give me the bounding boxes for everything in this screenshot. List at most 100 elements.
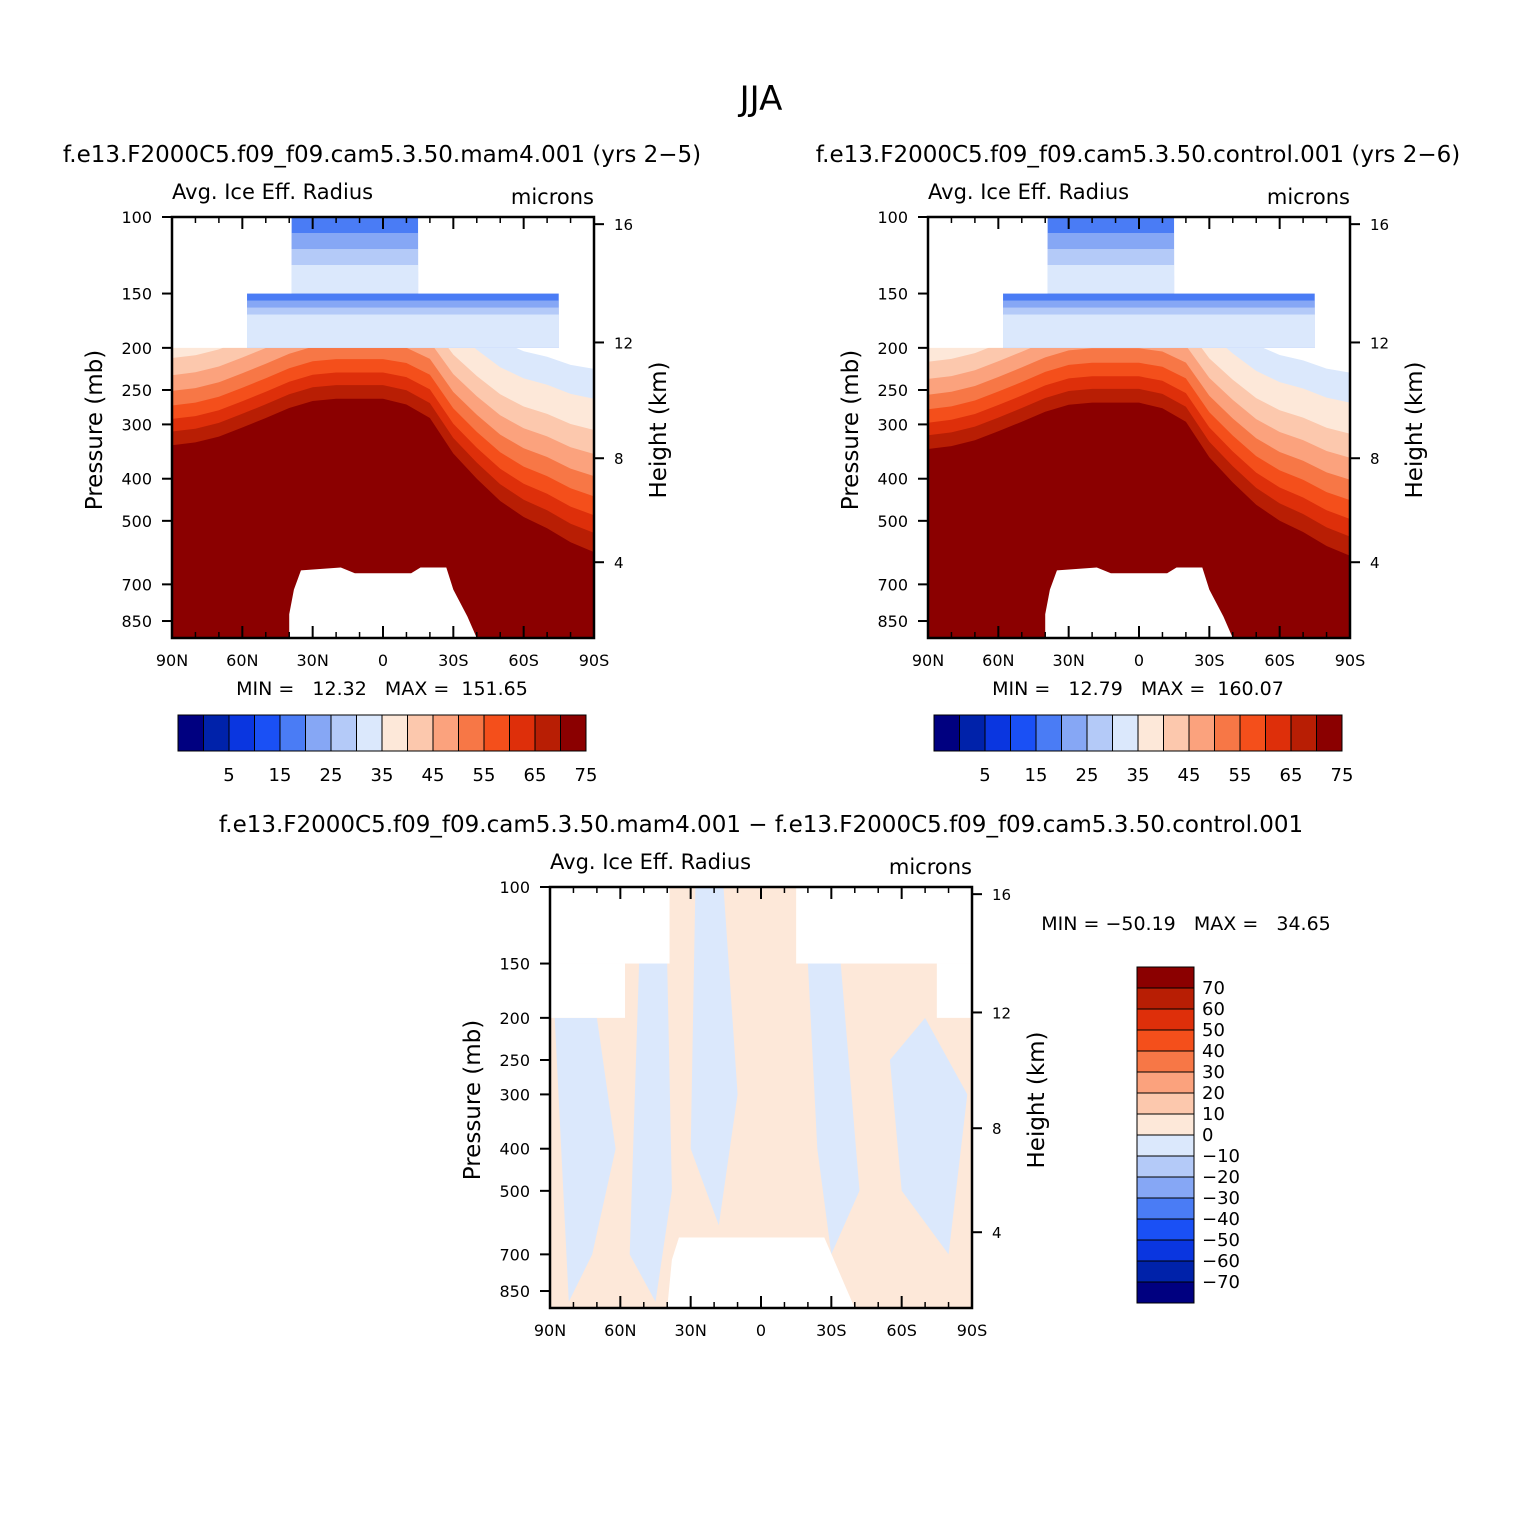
y-tick-label: 100: [877, 208, 908, 227]
colorbar-swatch: [1136, 1155, 1195, 1178]
min-max-text: MIN = 12.79 MAX = 160.07: [992, 678, 1284, 700]
colorbar-label: 70: [1202, 978, 1225, 999]
y-tick-label: 500: [121, 512, 152, 531]
x-tick-label: 90N: [534, 1321, 566, 1340]
min-max-text: MIN = 12.32 MAX = 151.65: [236, 678, 528, 700]
variable-label: Avg. Ice Eff. Radius: [172, 180, 373, 204]
y-tick-label: 700: [499, 1245, 530, 1264]
x-tick-label: 60S: [1264, 651, 1295, 670]
y-tick-label: 300: [121, 415, 152, 434]
colorbar-label: −10: [1202, 1146, 1240, 1167]
y-tick-label: 100: [499, 878, 530, 897]
missing-region: [550, 887, 670, 964]
contour-field: [550, 887, 972, 1308]
x-tick-label: 30N: [297, 651, 329, 670]
contour-band: [291, 265, 419, 294]
colorbar-swatch: [1086, 714, 1113, 752]
colorbar-swatch: [534, 714, 561, 752]
colorbar-swatch: [1290, 714, 1317, 752]
colorbar-label: 5: [979, 765, 990, 786]
x-tick-label: 60N: [604, 1321, 636, 1340]
colorbar-swatch: [1136, 1218, 1195, 1241]
colorbar-swatch: [1265, 714, 1292, 752]
colorbar-swatch: [1136, 1029, 1195, 1052]
contour-band: [1003, 314, 1315, 348]
colorbar-swatch: [381, 714, 408, 752]
colorbar-swatch: [432, 714, 459, 752]
missing-region: [172, 217, 292, 294]
x-tick-label: 60N: [982, 651, 1014, 670]
y2-tick-label: 4: [614, 554, 624, 572]
colorbar-swatch: [1136, 1197, 1195, 1220]
colorbar-swatch: [1136, 1050, 1195, 1073]
panel-diff: f.e13.F2000C5.f09_f09.cam5.3.50.mam4.001…: [219, 812, 1331, 1340]
colorbar-swatch: [1061, 714, 1088, 752]
x-tick-label: 90S: [579, 651, 610, 670]
missing-region: [558, 293, 594, 348]
colorbar-swatch: [1010, 714, 1037, 752]
y2-axis-label: Height (km): [646, 361, 672, 498]
colorbar-label: −20: [1202, 1167, 1240, 1188]
colorbar-label: 55: [473, 765, 496, 786]
panel-control: f.e13.F2000C5.f09_f09.cam5.3.50.control.…: [816, 142, 1460, 786]
axes: 100 150 200 250 300 400 500 700 850 16 12 8 4 90N 60N 3…: [121, 208, 633, 670]
colorbar-swatch: [279, 714, 306, 752]
y2-tick-label: 16: [1370, 216, 1389, 234]
missing-region: [1045, 567, 1233, 638]
contour-band: [247, 314, 559, 348]
colorbar-label: 0: [1202, 1125, 1213, 1146]
colorbar-label: 75: [575, 765, 598, 786]
colorbar-label: 10: [1202, 1104, 1225, 1125]
colorbar-label: 20: [1202, 1083, 1225, 1104]
x-tick-label: 60S: [508, 651, 539, 670]
contour-band: [690, 887, 738, 1226]
y-tick-label: 250: [121, 381, 152, 400]
colorbar-swatch: [1136, 1008, 1195, 1031]
colorbar-label: 40: [1202, 1041, 1225, 1062]
colorbar-label: 65: [1280, 765, 1303, 786]
missing-region: [172, 293, 248, 348]
axes: 100 150 200 250 300 400 500 700 850 16 12 8 4 90N 60N 3…: [499, 878, 1011, 1340]
colorbar-label: 65: [524, 765, 547, 786]
colorbar-label: 45: [422, 765, 445, 786]
colorbar-swatch: [1136, 966, 1195, 989]
y-tick-label: 250: [499, 1051, 530, 1070]
missing-region: [418, 217, 594, 294]
x-tick-label: 30S: [1194, 651, 1225, 670]
y2-tick-label: 4: [992, 1224, 1002, 1242]
y-tick-label: 250: [877, 381, 908, 400]
colorbar-swatch: [959, 714, 986, 752]
x-tick-label: 90N: [912, 651, 944, 670]
missing-region: [1314, 293, 1350, 348]
colorbar-swatch: [407, 714, 434, 752]
colorbar-swatch: [228, 714, 255, 752]
y-tick-label: 400: [877, 470, 908, 489]
x-tick-label: 90N: [156, 651, 188, 670]
colorbar-label: −30: [1202, 1188, 1240, 1209]
y-tick-label: 850: [499, 1282, 530, 1301]
colorbar-swatch: [305, 714, 332, 752]
colorbar-label: 5: [223, 765, 234, 786]
colorbar-label: 50: [1202, 1020, 1225, 1041]
y-tick-label: 300: [877, 415, 908, 434]
y-tick-label: 500: [499, 1182, 530, 1201]
x-tick-label: 60N: [226, 651, 258, 670]
min-max-text: MIN = −50.19 MAX = 34.65: [1041, 913, 1331, 935]
units-label: microns: [511, 185, 594, 209]
x-tick-label: 30N: [675, 1321, 707, 1340]
contour-band: [807, 963, 860, 1255]
y-tick-label: 850: [877, 612, 908, 631]
panel-title: f.e13.F2000C5.f09_f09.cam5.3.50.control.…: [816, 142, 1460, 168]
colorbar-swatch: [984, 714, 1011, 752]
colorbar-label: −60: [1202, 1251, 1240, 1272]
x-tick-label: 90S: [1335, 651, 1366, 670]
variable-label: Avg. Ice Eff. Radius: [550, 850, 751, 874]
y-tick-label: 150: [499, 955, 530, 974]
colorbar-swatch: [1136, 1092, 1195, 1115]
y-axis-label: Pressure (mb): [838, 350, 864, 510]
y-tick-label: 300: [499, 1085, 530, 1104]
y-tick-label: 200: [499, 1009, 530, 1028]
y2-tick-label: 8: [614, 450, 624, 468]
y2-tick-label: 12: [614, 334, 633, 352]
